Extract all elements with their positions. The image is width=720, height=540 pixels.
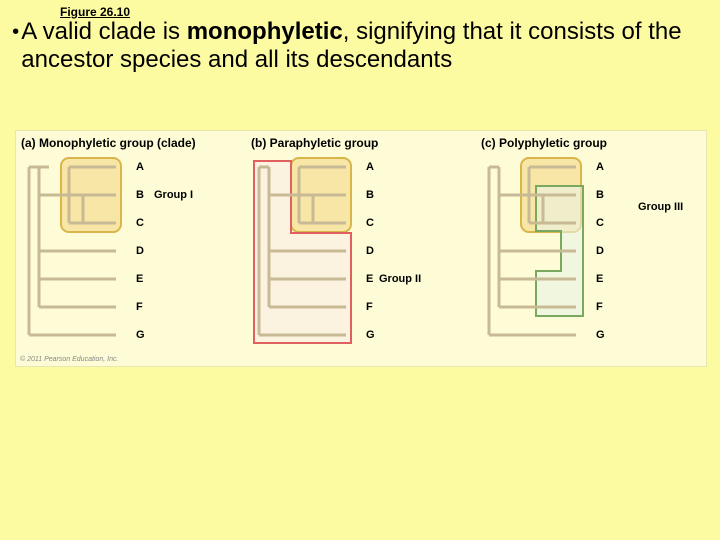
bullet-row: • A valid clade is monophyletic, signify…	[10, 18, 710, 74]
taxon-c-A: A	[596, 161, 604, 173]
taxon-c-E: E	[596, 273, 603, 285]
group-I-label: Group I	[154, 189, 193, 201]
panel-b-title: (b) Paraphyletic group	[251, 136, 378, 150]
panel-c-title: (c) Polyphyletic group	[481, 136, 607, 150]
bullet-text: A valid clade is monophyletic, signifyin…	[21, 18, 710, 74]
copyright: © 2011 Pearson Education, Inc.	[20, 356, 118, 363]
taxon-b-D: D	[366, 245, 374, 257]
figure-label: Figure 26.10	[60, 5, 130, 19]
group-III-label: Group III	[638, 201, 683, 213]
panel-a-title: (a) Monophyletic group (clade)	[21, 136, 196, 150]
tree-a	[21, 153, 131, 353]
taxon-a-F: F	[136, 301, 143, 313]
taxon-b-C: C	[366, 217, 374, 229]
group-II-label: Group II	[379, 273, 421, 285]
tree-c	[481, 153, 591, 353]
bullet-bold: monophyletic	[187, 18, 343, 45]
taxon-b-G: G	[366, 329, 375, 341]
taxon-a-A: A	[136, 161, 144, 173]
taxon-a-D: D	[136, 245, 144, 257]
taxon-c-F: F	[596, 301, 603, 313]
slide: Figure 26.10 • A valid clade is monophyl…	[0, 0, 720, 540]
taxon-b-F: F	[366, 301, 373, 313]
taxon-c-C: C	[596, 217, 604, 229]
taxon-a-E: E	[136, 273, 143, 285]
tree-area: (a) Monophyletic group (clade)	[15, 130, 707, 367]
taxon-a-G: G	[136, 329, 145, 341]
tree-b	[251, 153, 361, 353]
taxon-c-D: D	[596, 245, 604, 257]
bullet-dot: •	[10, 18, 21, 46]
taxon-b-A: A	[366, 161, 374, 173]
taxon-a-B: B	[136, 189, 144, 201]
taxon-b-B: B	[366, 189, 374, 201]
taxon-a-C: C	[136, 217, 144, 229]
bullet-prefix: A valid clade is	[21, 18, 186, 45]
taxon-c-B: B	[596, 189, 604, 201]
taxon-b-E: E	[366, 273, 373, 285]
taxon-c-G: G	[596, 329, 605, 341]
